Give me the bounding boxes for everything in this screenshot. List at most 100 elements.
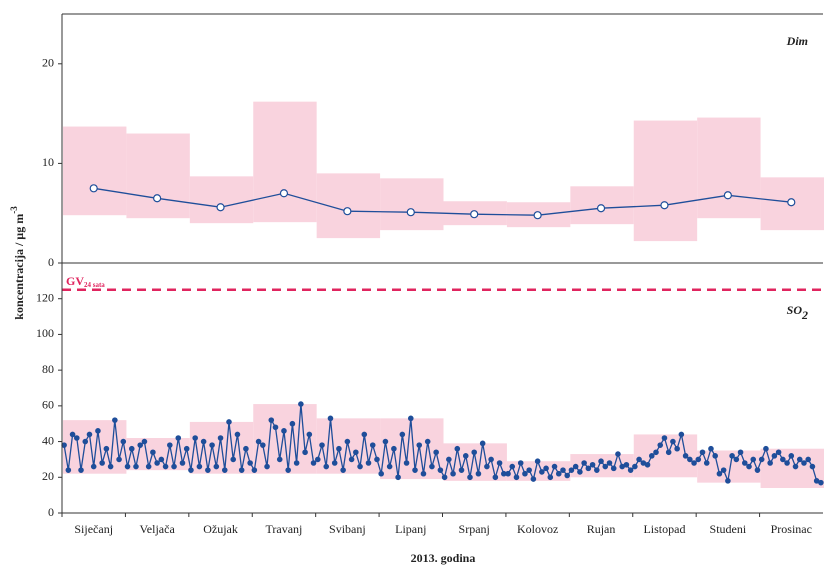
data-point xyxy=(687,456,693,463)
data-point xyxy=(429,463,435,470)
data-point xyxy=(530,476,537,482)
data-point xyxy=(653,449,659,456)
data-point xyxy=(526,467,532,473)
x-tick-label: Rujan xyxy=(587,522,616,536)
threshold-label-text: GV xyxy=(66,274,84,288)
data-point xyxy=(517,460,524,466)
data-point xyxy=(200,438,207,445)
data-point xyxy=(306,431,313,438)
data-point xyxy=(767,460,773,466)
data-point xyxy=(787,198,796,207)
data-point xyxy=(255,438,262,445)
data-point xyxy=(365,460,372,466)
data-point xyxy=(433,449,439,456)
data-point xyxy=(289,420,296,427)
data-point xyxy=(154,460,160,466)
data-point xyxy=(729,453,735,459)
y-tick-label: 60 xyxy=(42,398,54,412)
data-point xyxy=(568,467,575,473)
data-point xyxy=(454,445,461,452)
data-point xyxy=(107,463,114,470)
data-point xyxy=(327,415,334,422)
data-point xyxy=(158,456,165,463)
data-point xyxy=(150,449,156,456)
data-point xyxy=(205,467,211,473)
data-point xyxy=(196,463,203,470)
data-point xyxy=(406,208,415,217)
panel-label-text: Dim xyxy=(786,34,808,48)
data-point xyxy=(213,463,220,470)
data-point xyxy=(446,456,452,463)
data-point xyxy=(238,467,245,473)
data-point xyxy=(403,460,410,466)
data-point xyxy=(183,445,190,452)
y-label-text: koncentracija / µg m xyxy=(12,214,26,320)
data-point xyxy=(314,456,321,463)
data-point xyxy=(505,470,511,477)
data-point xyxy=(610,465,617,472)
data-point xyxy=(279,189,289,198)
range-box xyxy=(697,117,761,219)
data-point xyxy=(796,456,803,463)
data-point xyxy=(462,453,469,459)
data-point xyxy=(458,467,465,473)
data-point xyxy=(82,438,89,445)
x-tick-label: Listopad xyxy=(643,522,685,536)
data-point xyxy=(217,435,224,441)
data-point xyxy=(602,463,609,470)
data-point xyxy=(572,463,579,470)
data-point xyxy=(598,458,604,465)
data-point xyxy=(343,207,352,216)
data-point xyxy=(725,478,731,484)
data-point xyxy=(513,474,520,481)
x-tick-label: Studeni xyxy=(710,522,747,536)
data-point xyxy=(336,445,342,452)
data-point xyxy=(682,453,689,459)
data-point xyxy=(386,463,393,470)
data-point xyxy=(112,417,118,423)
data-point xyxy=(723,191,732,200)
data-point xyxy=(382,438,389,445)
data-point xyxy=(331,460,338,466)
data-point xyxy=(188,467,194,473)
data-point xyxy=(716,470,723,477)
data-point xyxy=(357,463,363,470)
data-point xyxy=(192,435,198,441)
data-point xyxy=(479,440,486,447)
data-point xyxy=(221,467,228,473)
data-point xyxy=(264,463,270,470)
data-point xyxy=(216,203,225,212)
threshold-label: GV24 sata xyxy=(66,274,105,289)
data-point xyxy=(120,438,127,445)
data-point xyxy=(175,435,182,441)
x-tick-label: Lipanj xyxy=(395,522,426,536)
data-point xyxy=(89,184,98,193)
panel-label: Dim xyxy=(786,34,808,48)
range-box xyxy=(189,176,254,224)
data-point xyxy=(441,474,448,481)
data-point xyxy=(437,467,444,473)
data-point xyxy=(720,467,727,473)
data-point xyxy=(670,438,676,445)
data-point xyxy=(69,431,76,438)
data-point xyxy=(276,456,283,463)
data-point xyxy=(492,474,499,481)
data-point xyxy=(780,456,786,463)
y-tick-label: 0 xyxy=(48,255,54,269)
data-point xyxy=(699,449,706,456)
y-label-sup: -3 xyxy=(9,206,19,214)
data-point xyxy=(319,442,325,448)
data-point xyxy=(805,456,812,463)
data-point xyxy=(243,445,249,452)
data-point xyxy=(547,474,554,481)
data-point xyxy=(632,463,638,470)
data-point xyxy=(171,463,177,470)
data-point xyxy=(560,467,566,473)
data-point xyxy=(272,424,279,431)
data-point xyxy=(374,456,380,463)
y-tick-label: 120 xyxy=(36,290,54,304)
data-point xyxy=(758,456,765,463)
data-point xyxy=(348,456,355,463)
data-point xyxy=(234,431,241,438)
data-point xyxy=(627,467,634,473)
